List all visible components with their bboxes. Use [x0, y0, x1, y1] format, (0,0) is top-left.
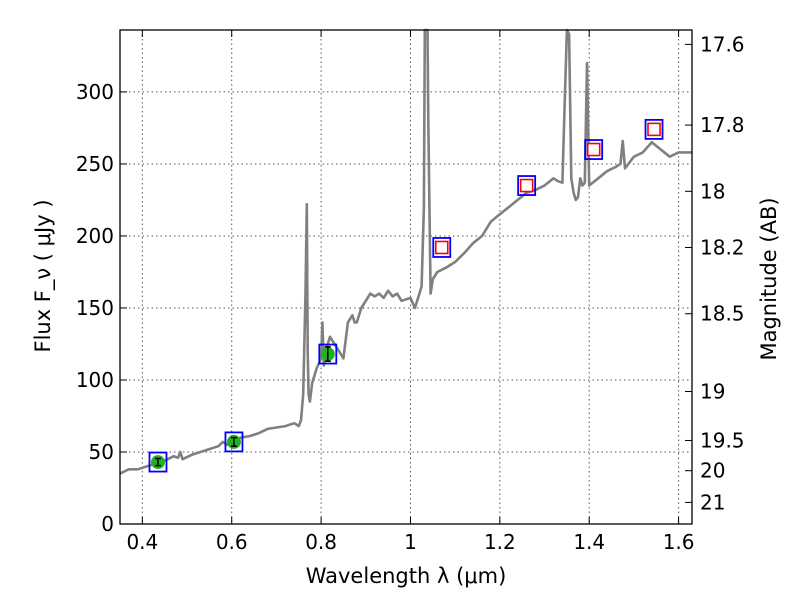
y-tick-label: 0: [101, 512, 114, 536]
x-axis-label: Wavelength λ (μm): [306, 564, 507, 588]
y-tick-label: 150: [76, 296, 114, 320]
y-tick-label: 300: [76, 80, 114, 104]
x-tick-label: 1: [404, 530, 417, 554]
y-right-tick-label: 21: [700, 490, 725, 514]
y-right-tick-label: 19: [700, 379, 725, 403]
upper-limit-point: [434, 240, 449, 255]
y-right-tick-label: 18: [700, 179, 725, 203]
y-right-tick-label: 18.2: [700, 235, 745, 259]
model-point: [432, 237, 452, 258]
photometry-series: [148, 118, 664, 473]
model-point: [517, 175, 537, 196]
model-point: [148, 451, 168, 473]
y-right-tick-label: 20: [700, 459, 725, 483]
x-tick-label: 1.4: [573, 530, 605, 554]
y-right-axis-label: Magnitude (AB): [757, 197, 781, 360]
upper-limit-point: [519, 178, 534, 193]
y-right-tick-label: 18.5: [700, 302, 745, 326]
x-tick-label: 0.6: [216, 530, 248, 554]
y-tick-label: 50: [89, 440, 114, 464]
y-axis-label: Flux F_ν ( μJy ): [31, 199, 56, 352]
y-right-tick-label: 17.6: [700, 32, 745, 56]
y-right-tick-label: 19.5: [700, 428, 745, 452]
model-point: [584, 139, 604, 160]
upper-limit-point: [647, 122, 661, 137]
x-tick-label: 0.4: [126, 530, 158, 554]
model-point: [318, 343, 338, 365]
y-right-tick-label: 17.8: [700, 113, 745, 137]
axis-ticks: 0.4 0.6 0.8 1 1.2 1.4 1.6 0 50 100 150 200 250 300 17.…: [76, 30, 745, 554]
upper-limit-point: [586, 142, 601, 157]
plot-frame: [119, 29, 693, 525]
x-tick-label: 1.2: [484, 530, 516, 554]
y-tick-label: 100: [76, 368, 114, 392]
spectrum-series: [119, 28, 692, 475]
x-tick-label: 0.8: [305, 530, 337, 554]
x-tick-label: 1.6: [663, 530, 695, 554]
model-point: [224, 431, 244, 453]
y-tick-label: 200: [76, 224, 114, 248]
spectrum-line: [119, 28, 692, 475]
y-tick-label: 250: [76, 152, 114, 176]
model-point: [644, 118, 664, 140]
